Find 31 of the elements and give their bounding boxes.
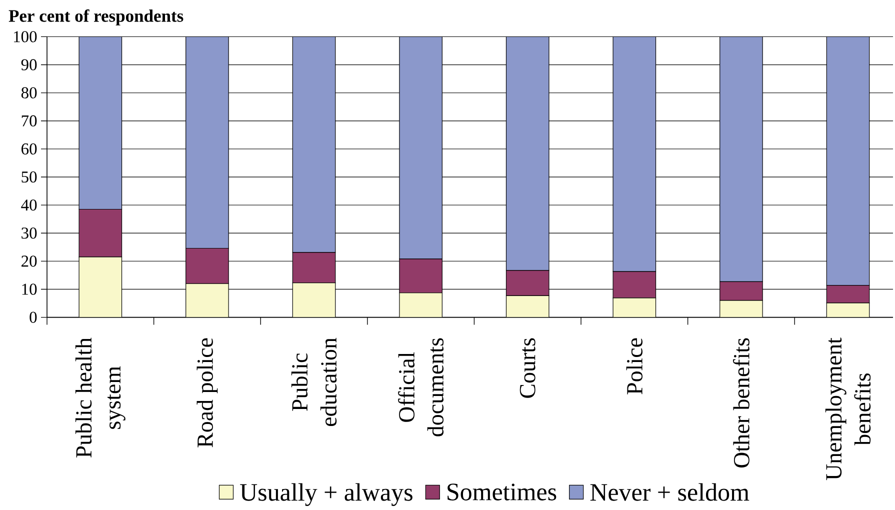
bar — [720, 300, 763, 318]
y-tick-label: 70 — [22, 115, 37, 126]
x-tick-label: Other benefits — [732, 338, 750, 468]
y-tick-label: 60 — [22, 143, 37, 154]
legend-label: Usually + always — [240, 483, 412, 506]
bar — [826, 302, 870, 318]
x-tick-label: Public health system — [75, 338, 126, 458]
y-tick-label: 40 — [21, 199, 37, 211]
y-tick-label: 50 — [22, 171, 37, 183]
bar — [292, 282, 336, 318]
y-tick-label: 80 — [21, 87, 37, 98]
x-tick-label: Public education — [291, 338, 337, 426]
y-tick-label: 20 — [22, 256, 37, 267]
legend-label: Never + seldom — [590, 483, 750, 501]
legend-label: Sometimes — [448, 484, 556, 500]
x-tick-label: Official documents — [398, 338, 444, 436]
y-tick-label: 100 — [14, 31, 37, 42]
x-tick-label: Courts — [520, 338, 536, 398]
y-tick-label: 10 — [22, 284, 37, 295]
bar — [78, 256, 122, 318]
bar — [399, 292, 442, 318]
x-tick-label: Unemployment benefits — [825, 338, 871, 480]
y-axis-title: Per cent of respondents — [8, 9, 184, 26]
x-tick-label: Road police — [196, 338, 218, 448]
bar — [612, 298, 656, 318]
bar — [506, 295, 550, 318]
y-tick-label: 90 — [21, 59, 37, 70]
y-tick-label: 30 — [22, 228, 37, 239]
y-tick-label: 0 — [30, 312, 37, 323]
x-tick-label: Police — [626, 338, 642, 394]
bar — [186, 283, 229, 318]
